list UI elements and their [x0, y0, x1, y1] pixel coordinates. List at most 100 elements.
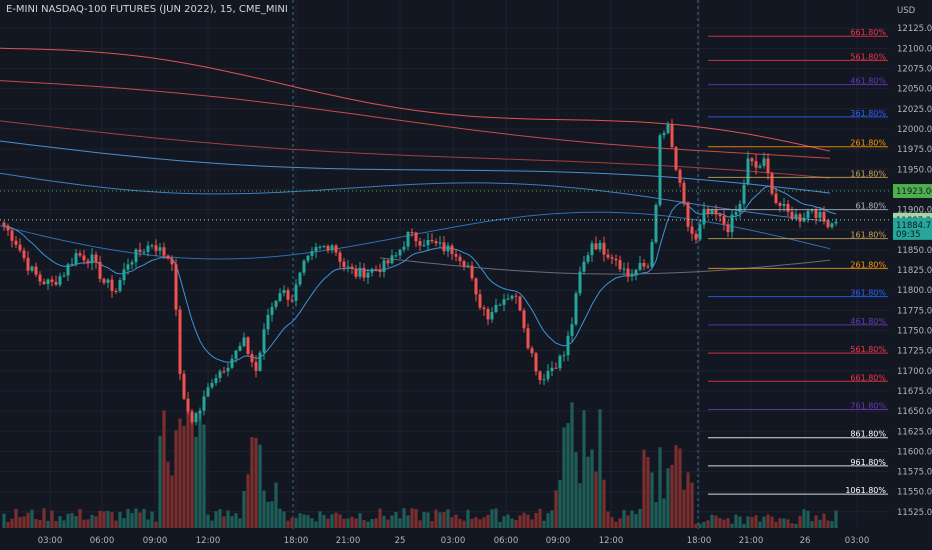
- price-tag-box: [893, 184, 932, 199]
- candle-body: [6, 225, 10, 231]
- candle-body: [694, 233, 698, 240]
- candle-body: [422, 245, 426, 247]
- volume-bar: [570, 402, 574, 528]
- fib-level-label: 1061.80%: [845, 486, 886, 495]
- volume-bar: [590, 449, 594, 528]
- volume-bar: [342, 518, 346, 528]
- candle-body: [666, 124, 670, 133]
- candle-body: [518, 296, 522, 311]
- volume-bar: [602, 479, 606, 528]
- ma-blue-1: [0, 140, 831, 194]
- chart-title: E-MINI NASDAQ-100 FUTURES (JUN 2022), 15…: [6, 4, 288, 15]
- candle-body: [478, 294, 482, 308]
- ma-gray: [379, 257, 831, 275]
- volume-bar: [62, 520, 66, 528]
- volume-bar: [446, 509, 450, 528]
- candle-body: [326, 246, 330, 251]
- current-price-label: 11884.75: [896, 221, 932, 231]
- y-tick-label: 12025.00: [897, 105, 932, 115]
- volume-bar: [658, 447, 662, 528]
- volume-bar: [30, 509, 34, 528]
- volume-bar: [46, 520, 50, 528]
- candle-body: [38, 274, 42, 282]
- volume-bar: [354, 518, 358, 528]
- price-axis[interactable]: USD 12125.00 12100.00 12075.00 12050.00 12025…: [890, 0, 932, 550]
- volume-bar: [818, 519, 822, 528]
- volume-bar: [730, 523, 734, 528]
- candle-body: [678, 169, 682, 183]
- x-tick-label: 09:00: [143, 536, 168, 546]
- candle-body: [606, 254, 610, 258]
- volume-bar: [462, 520, 466, 528]
- candle-body: [530, 348, 534, 354]
- volume-bar: [70, 513, 74, 528]
- volume-bar: [662, 498, 666, 528]
- candle-body: [430, 240, 434, 242]
- candle-body: [566, 335, 570, 356]
- volume-bar: [506, 514, 510, 528]
- candle-body: [574, 293, 578, 325]
- candle-body: [830, 223, 834, 228]
- volume-bar: [82, 519, 86, 528]
- volume-bar: [466, 509, 470, 528]
- volume-bar: [762, 516, 766, 528]
- volume-bar: [218, 509, 222, 528]
- candle-body: [122, 269, 126, 281]
- candle-body: [718, 214, 722, 217]
- volume-bar: [242, 490, 246, 528]
- candle-body: [486, 309, 490, 320]
- volume-bar: [174, 430, 178, 528]
- volume-bar: [282, 511, 286, 528]
- volume-bar: [598, 409, 602, 528]
- volume-bar: [42, 508, 46, 528]
- candle-body: [806, 210, 810, 218]
- volume-bar: [302, 514, 306, 528]
- volume-bar: [198, 412, 202, 528]
- candle-body: [726, 224, 730, 233]
- candle-body: [70, 263, 74, 265]
- candle-body: [674, 147, 678, 170]
- candle-body: [638, 263, 642, 270]
- candle-body: [618, 260, 622, 270]
- candle-body: [282, 290, 286, 294]
- candle-body: [594, 243, 598, 250]
- y-tick-label: 11700.00: [897, 367, 932, 377]
- y-tick-label: 11525.00: [897, 508, 932, 518]
- indicator-lines: [0, 47, 837, 363]
- candle-body: [142, 251, 146, 253]
- candle-body: [778, 202, 782, 206]
- candle-body: [78, 253, 82, 256]
- candle-body: [366, 272, 370, 278]
- candle-body: [462, 261, 466, 267]
- time-axis[interactable]: 03:00 06:00 09:00 12:00 18:00 21:00 25 03:00 06:…: [0, 529, 890, 550]
- candle-body: [354, 268, 358, 277]
- candle-body: [758, 165, 762, 168]
- candle-body: [690, 226, 694, 234]
- volume-bar: [438, 512, 442, 528]
- fib-level-label: 461.80%: [850, 317, 886, 326]
- volume-bar: [562, 427, 566, 528]
- volume-bar: [118, 511, 122, 528]
- candle-body: [290, 299, 294, 301]
- candle-body: [682, 182, 686, 203]
- volume-bar: [826, 520, 830, 528]
- volume-bar: [34, 518, 38, 528]
- candle-body: [562, 355, 566, 357]
- volume-bar: [278, 508, 282, 528]
- volume-bar: [718, 518, 722, 528]
- volume-bar: [130, 513, 134, 528]
- candle-body: [330, 245, 334, 251]
- time-axis-panel: [0, 529, 890, 550]
- volume-bar: [366, 521, 370, 528]
- candle-body: [118, 280, 122, 292]
- candle-body: [278, 293, 282, 301]
- volume-bar: [642, 449, 646, 528]
- candle-body: [126, 264, 130, 270]
- volume-bar: [262, 490, 266, 528]
- candle-body: [586, 255, 590, 262]
- y-tick-label: 11750.00: [897, 326, 932, 336]
- volume-bar: [586, 456, 590, 528]
- fibonacci-extension: 661.80% 561.80% 461.80% 361.80% 261.80% 161.8…: [708, 28, 888, 495]
- volume-bar: [134, 508, 138, 528]
